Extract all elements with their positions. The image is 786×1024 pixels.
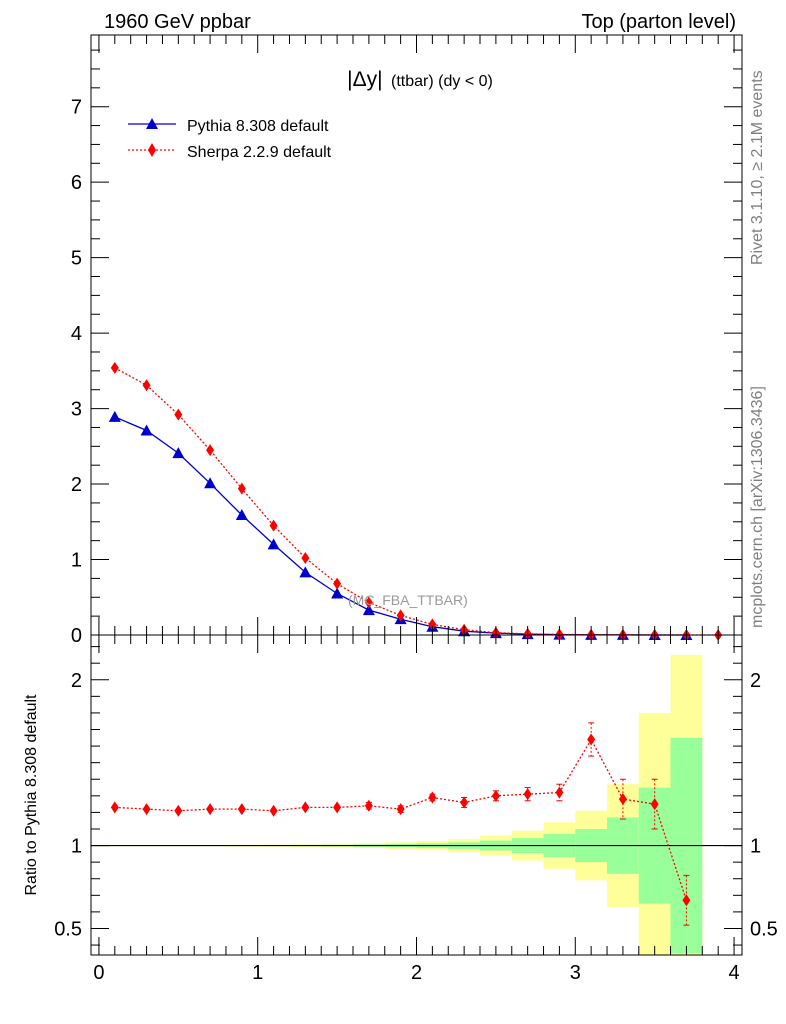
y-tick-label: 4 — [71, 323, 82, 345]
sherpa-point — [237, 482, 246, 495]
y-tick-label: 7 — [71, 97, 82, 119]
ratio-point-sherpa — [301, 801, 310, 814]
y-tick-label: 3 — [71, 399, 82, 421]
pythia-point — [172, 447, 185, 459]
main-panel: 0 1 2 3 4 5 6 7 |Δy| (ttbar) (dy < 0) (MC_FBA_T… — [71, 34, 743, 647]
sherpa-point — [110, 361, 119, 374]
ratio-panel: 0.5 0.5 1 1 2 2 0 1 2 3 4 Ratio to Pythia 8.308 de… — [23, 634, 778, 984]
sherpa-point — [301, 552, 310, 565]
plot-title-main: |Δy| — [347, 68, 382, 91]
header-left: 1960 GeV ppbar — [104, 11, 251, 33]
ratio-point-sherpa — [396, 803, 405, 816]
x-tick-label: 3 — [570, 962, 581, 984]
header-right: Top (parton level) — [581, 11, 736, 33]
sherpa-point — [269, 519, 278, 532]
ratio-point-sherpa — [174, 804, 183, 817]
ratio-point-sherpa — [682, 894, 691, 907]
pythia-point — [235, 509, 248, 520]
pythia-point — [108, 410, 121, 422]
pythia-point — [204, 477, 217, 489]
sherpa-point — [206, 444, 215, 457]
plot-title-sub: (ttbar) (dy < 0) — [391, 73, 493, 90]
ratio-y-tick-label: 1 — [71, 836, 82, 858]
watermark: (MC_FBA_TTBAR) — [348, 592, 468, 608]
ratio-point-sherpa — [142, 803, 151, 816]
pythia-point — [331, 587, 344, 599]
ratio-point-sherpa — [333, 801, 342, 814]
y-tick-label: 5 — [71, 248, 82, 270]
pythia-point — [140, 424, 153, 436]
x-tick-label: 4 — [728, 962, 739, 984]
mcplots-info: mcplots.cern.ch [arXiv:1306.3436] — [749, 386, 766, 628]
ratio-y-tick-label-right: 0.5 — [750, 918, 778, 940]
ratio-point-sherpa — [269, 804, 278, 817]
ratio-ylabel: Ratio to Pythia 8.308 default — [23, 694, 40, 896]
ratio-point-sherpa — [587, 733, 596, 746]
ratio-point-sherpa — [206, 803, 215, 816]
sherpa-point — [174, 408, 183, 421]
y-tick-label: 1 — [71, 550, 82, 572]
ratio-point-sherpa — [523, 788, 532, 801]
ratio-y-tick-label: 2 — [71, 670, 82, 692]
ratio-point-sherpa — [110, 801, 119, 814]
ratio-point-sherpa — [364, 799, 373, 812]
ratio-marks — [91, 722, 742, 926]
sherpa-point — [396, 609, 405, 622]
legend-label-pythia: Pythia 8.308 default — [187, 118, 329, 135]
y-tick-label: 6 — [71, 172, 82, 194]
x-tick-label: 2 — [411, 962, 422, 984]
legend-marker-pythia — [146, 118, 158, 129]
ratio-y-tick-label-right: 2 — [750, 670, 761, 692]
pythia-point — [267, 538, 280, 550]
ratio-axes: 0.5 0.5 1 1 2 2 0 1 2 3 4 — [54, 635, 778, 984]
x-tick-label: 0 — [93, 962, 104, 984]
x-tick-label: 1 — [252, 962, 263, 984]
sherpa-point — [428, 618, 437, 631]
legend: Pythia 8.308 default Sherpa 2.2.9 defaul… — [128, 118, 332, 161]
plot-title: |Δy| (ttbar) (dy < 0) — [347, 68, 493, 91]
ratio-point-sherpa — [428, 791, 437, 804]
ratio-point-sherpa — [555, 786, 564, 799]
sherpa-point — [142, 379, 151, 392]
ratio-y-tick-label: 0.5 — [54, 918, 82, 940]
ratio-point-sherpa — [460, 796, 469, 809]
ratio-point-sherpa — [650, 798, 659, 811]
sherpa-point — [364, 596, 373, 609]
sherpa-point — [333, 577, 342, 590]
ratio-y-tick-label-right: 1 — [750, 836, 761, 858]
y-tick-label: 0 — [71, 625, 82, 647]
legend-marker-sherpa — [148, 143, 156, 157]
ratio-point-sherpa — [618, 793, 627, 806]
pythia-point — [299, 566, 312, 578]
y-tick-label: 2 — [71, 474, 82, 496]
ratio-point-sherpa — [237, 803, 246, 816]
pythia-point — [362, 604, 375, 616]
ratio-point-sherpa — [491, 789, 500, 802]
main-axes: 0 1 2 3 4 5 6 7 — [71, 35, 742, 647]
legend-label-sherpa: Sherpa 2.2.9 default — [187, 144, 332, 161]
rivet-info: Rivet 3.1.10, ≥ 2.1M events — [749, 70, 766, 265]
